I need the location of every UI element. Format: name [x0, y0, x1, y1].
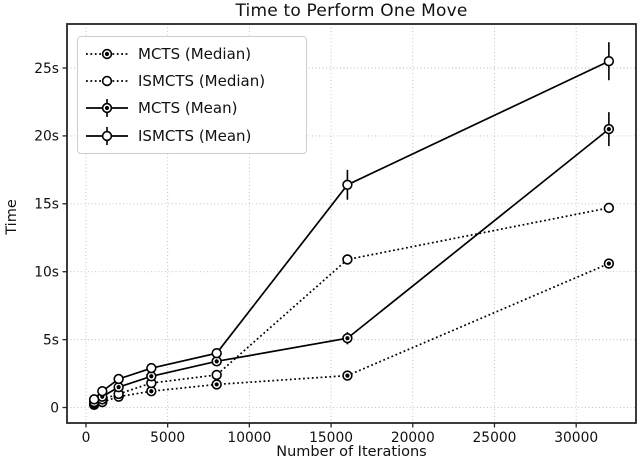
legend-item-ismcts-median: ISMCTS (Median)	[85, 67, 306, 94]
series-line	[93, 128, 610, 403]
x-tick-label: 15000	[309, 430, 353, 446]
data-point-marker	[113, 373, 124, 385]
legend-item-mcts-mean: MCTS (Mean)	[85, 95, 306, 122]
legend-sample-mcts-median-icon	[86, 48, 128, 59]
legend-item-ismcts-mean: ISMCTS (Mean)	[85, 122, 306, 149]
legend-label: ISMCTS (Median)	[138, 72, 266, 91]
data-point-marker	[603, 56, 615, 67]
x-tick-label: 5000	[150, 430, 185, 446]
x-tick-label: 0	[82, 430, 91, 446]
legend-sample-ismcts-mean-icon	[86, 126, 128, 145]
data-point-marker	[342, 254, 353, 265]
y-tick-label: 15s	[34, 197, 59, 213]
data-point-marker	[211, 369, 222, 381]
axis-ticks: 0 5000 10000 15000 20000 25000 30000 0 5s 10s 15s 2…	[34, 61, 598, 446]
data-point-marker	[603, 202, 615, 214]
data-point-marker	[211, 347, 222, 359]
legend: MCTS (Median) ISMCTS (Median) MCTS (Mean…	[77, 36, 307, 154]
x-tick-label: 10000	[227, 430, 271, 446]
series-mcts-mean-	[88, 112, 615, 408]
legend-item-mcts-median: MCTS (Median)	[85, 40, 306, 67]
data-point-marker	[342, 179, 353, 190]
data-point-marker	[97, 386, 108, 397]
y-tick-label: 25s	[34, 61, 59, 77]
data-point-marker	[88, 394, 100, 405]
y-tick-label: 5s	[43, 332, 59, 348]
legend-sample-ismcts-median-icon	[86, 75, 128, 87]
x-tick-label: 20000	[391, 430, 435, 446]
series-ismcts-mean-	[88, 42, 615, 405]
x-tick-label: 25000	[473, 430, 517, 446]
data-point-marker	[342, 370, 353, 381]
y-tick-label: 20s	[34, 129, 59, 145]
y-axis-label: Time	[3, 199, 20, 235]
legend-sample-mcts-mean-icon	[86, 99, 128, 118]
data-point-marker	[603, 258, 615, 269]
x-tick-label: 30000	[554, 430, 598, 446]
legend-label: ISMCTS (Mean)	[138, 126, 252, 145]
data-point-marker	[211, 379, 222, 390]
chart-title: Time to Perform One Move	[235, 1, 468, 21]
plot-frame	[66, 23, 637, 424]
data-point-marker	[342, 333, 353, 344]
x-axis-label: Number of Iterations	[276, 444, 427, 460]
data-point-marker	[146, 386, 157, 397]
data-point-marker	[146, 362, 157, 374]
y-tick-label: 10s	[34, 265, 59, 281]
y-tick-label: 0	[50, 400, 59, 416]
data-point-marker	[603, 123, 615, 135]
legend-label: MCTS (Median)	[138, 44, 252, 63]
legend-label: MCTS (Mean)	[138, 99, 238, 118]
